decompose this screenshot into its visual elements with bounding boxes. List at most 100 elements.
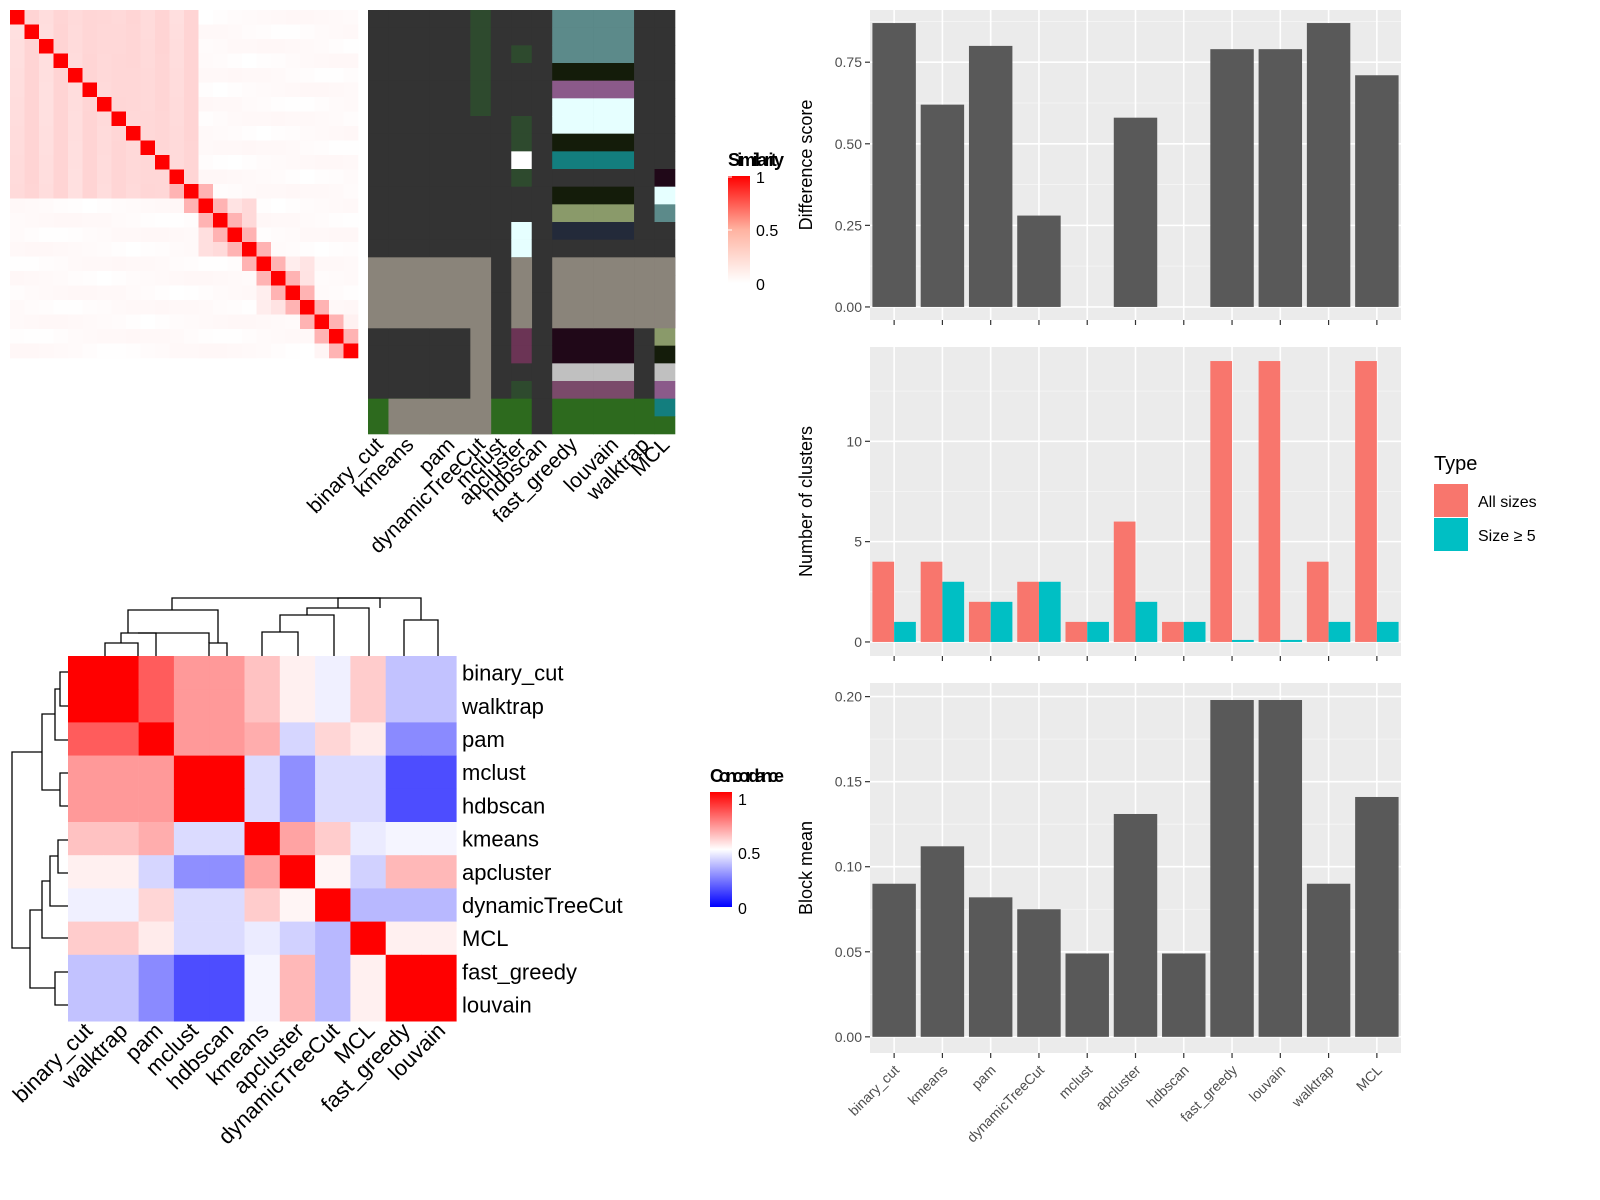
- similarity-cell: [213, 97, 228, 112]
- similarity-cell: [169, 227, 185, 243]
- similarity-cell: [111, 184, 127, 199]
- similarity-cell: [242, 97, 257, 112]
- similarity-cell: [97, 329, 112, 344]
- similarity-cell: [82, 300, 98, 315]
- similarity-cell: [68, 140, 83, 156]
- similarity-cell: [97, 227, 112, 243]
- x-tick-label: hdbscan: [1143, 1062, 1192, 1111]
- concordance-cell: [385, 888, 422, 922]
- similarity-cell: [329, 24, 344, 40]
- similarity-cell: [24, 10, 40, 25]
- similarity-cell: [169, 53, 185, 69]
- similarity-cell: [314, 227, 330, 243]
- similarity-cell: [314, 82, 330, 98]
- concordance-cell: [209, 921, 245, 956]
- similarity-cell: [213, 10, 228, 25]
- concordance-cell: [173, 656, 210, 690]
- bar-size-5: [1087, 621, 1109, 642]
- grid-cell: [511, 80, 533, 99]
- similarity-cell: [343, 97, 359, 112]
- grid-cell: [654, 416, 676, 435]
- similarity-cell: [343, 227, 359, 243]
- column-dendrogram-branch: [127, 609, 219, 643]
- similarity-cell: [140, 271, 156, 286]
- grid-cell: [470, 45, 492, 64]
- grid-cell: [511, 186, 533, 205]
- similarity-cell: [140, 198, 156, 214]
- concordance-row-label: binary_cut: [462, 661, 564, 686]
- grid-cell: [429, 169, 471, 187]
- similarity-cell: [285, 10, 301, 25]
- grid-cell: [654, 63, 676, 81]
- similarity-cell: [329, 140, 344, 156]
- concordance-row-label: pam: [462, 727, 505, 752]
- y-tick-label: 0.75: [835, 54, 862, 70]
- similarity-cell: [343, 169, 359, 185]
- similarity-cell: [329, 329, 344, 344]
- similarity-cell: [285, 140, 301, 156]
- similarity-cell: [256, 227, 272, 243]
- grid-cell: [511, 45, 533, 64]
- bar-size-5: [1135, 601, 1158, 642]
- grid-cell: [634, 186, 655, 205]
- similarity-cell: [184, 242, 199, 257]
- similarity-cell: [10, 227, 25, 243]
- similarity-cell: [126, 68, 141, 83]
- grid-cell: [654, 80, 676, 99]
- similarity-cell: [39, 271, 54, 286]
- similarity-cell: [314, 198, 330, 214]
- similarity-cell: [126, 198, 141, 214]
- similarity-cell: [184, 256, 199, 272]
- grid-cell: [531, 345, 553, 364]
- bar-size-5: [990, 601, 1013, 642]
- row-dendrogram-branch: [41, 713, 60, 791]
- x-tick-label: mclust: [1055, 1062, 1095, 1102]
- concordance-row-label: mclust: [462, 760, 526, 785]
- similarity-cell: [242, 53, 257, 69]
- grid-cell: [388, 222, 430, 240]
- grid-cell: [490, 116, 512, 134]
- concordance-cell: [279, 855, 316, 889]
- grid-cell: [654, 328, 676, 346]
- concordance-cell: [315, 855, 351, 889]
- similarity-cell: [155, 140, 170, 156]
- grid-cell: [634, 239, 655, 258]
- grid-overlay-cell: [429, 257, 471, 329]
- concordance-cell: [138, 855, 175, 889]
- similarity-cell: [314, 68, 330, 83]
- similarity-cell: [285, 53, 301, 69]
- column-dendrogram-branch: [104, 642, 139, 656]
- grid-cell: [593, 239, 635, 258]
- concordance-cell: [103, 988, 139, 1022]
- grid-cell: [552, 98, 594, 117]
- y-tick-label: 0.00: [835, 1029, 862, 1045]
- legend-title-concordance: Concordance: [710, 766, 784, 786]
- grid-overlay-cell: [511, 257, 533, 329]
- similarity-cell: [111, 82, 127, 98]
- bar-all-sizes: [1355, 361, 1377, 642]
- grid-cell: [634, 398, 655, 417]
- similarity-cell: [329, 213, 344, 228]
- similarity-cell: [155, 24, 170, 40]
- grid-cell: [368, 133, 389, 152]
- similarity-cell: [343, 10, 359, 25]
- similarity-cell: [256, 97, 272, 112]
- similarity-cell: [198, 39, 214, 54]
- concordance-cell: [68, 788, 104, 823]
- similarity-cell: [227, 111, 243, 127]
- similarity-cell: [285, 24, 301, 40]
- grid-cell: [531, 27, 553, 46]
- grid-cell: [388, 45, 430, 64]
- grid-cell: [552, 345, 594, 364]
- similarity-cell: [213, 82, 228, 98]
- y-tick-label: 0.25: [835, 217, 862, 233]
- grid-cell: [552, 10, 594, 28]
- concordance-cell: [385, 855, 422, 889]
- similarity-cell: [329, 155, 344, 170]
- grid-cell: [552, 151, 594, 170]
- concordance-cell: [68, 954, 104, 989]
- similarity-cell: [184, 343, 199, 359]
- similarity-cell: [39, 227, 54, 243]
- similarity-cell: [155, 271, 170, 286]
